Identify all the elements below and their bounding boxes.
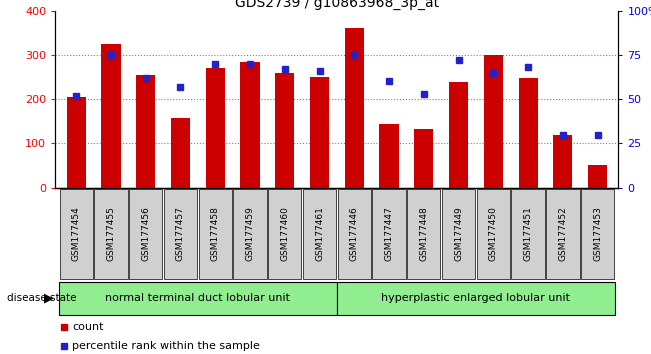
Text: GSM177452: GSM177452 bbox=[559, 206, 567, 261]
Bar bbox=[518, 78, 538, 188]
FancyBboxPatch shape bbox=[407, 189, 441, 279]
Bar bbox=[102, 44, 120, 188]
FancyBboxPatch shape bbox=[199, 189, 232, 279]
Text: GSM177446: GSM177446 bbox=[350, 206, 359, 261]
Text: count: count bbox=[72, 322, 104, 332]
FancyBboxPatch shape bbox=[581, 189, 615, 279]
FancyBboxPatch shape bbox=[59, 281, 337, 315]
Text: GSM177457: GSM177457 bbox=[176, 206, 185, 261]
Text: GSM177454: GSM177454 bbox=[72, 206, 81, 261]
Text: GSM177458: GSM177458 bbox=[211, 206, 220, 261]
Text: percentile rank within the sample: percentile rank within the sample bbox=[72, 341, 260, 351]
Text: GSM177450: GSM177450 bbox=[489, 206, 498, 261]
Bar bbox=[171, 118, 190, 188]
Text: GSM177461: GSM177461 bbox=[315, 206, 324, 261]
Bar bbox=[484, 55, 503, 188]
Text: normal terminal duct lobular unit: normal terminal duct lobular unit bbox=[105, 293, 290, 303]
FancyBboxPatch shape bbox=[338, 189, 371, 279]
FancyBboxPatch shape bbox=[59, 189, 93, 279]
Bar bbox=[310, 77, 329, 188]
Bar bbox=[240, 62, 260, 188]
FancyBboxPatch shape bbox=[268, 189, 301, 279]
Bar bbox=[414, 129, 434, 188]
Bar bbox=[345, 28, 364, 188]
Text: GSM177456: GSM177456 bbox=[141, 206, 150, 261]
Text: GSM177447: GSM177447 bbox=[385, 206, 394, 261]
Bar bbox=[275, 73, 294, 188]
Text: GSM177453: GSM177453 bbox=[593, 206, 602, 261]
Title: GDS2739 / g10863968_3p_at: GDS2739 / g10863968_3p_at bbox=[235, 0, 439, 10]
Bar bbox=[136, 75, 156, 188]
FancyBboxPatch shape bbox=[477, 189, 510, 279]
FancyBboxPatch shape bbox=[233, 189, 267, 279]
FancyBboxPatch shape bbox=[512, 189, 545, 279]
FancyBboxPatch shape bbox=[129, 189, 162, 279]
FancyBboxPatch shape bbox=[303, 189, 336, 279]
Bar bbox=[553, 135, 572, 188]
Text: ▶: ▶ bbox=[44, 292, 54, 305]
FancyBboxPatch shape bbox=[94, 189, 128, 279]
FancyBboxPatch shape bbox=[164, 189, 197, 279]
Text: hyperplastic enlarged lobular unit: hyperplastic enlarged lobular unit bbox=[381, 293, 570, 303]
Text: GSM177459: GSM177459 bbox=[245, 206, 255, 261]
Bar bbox=[380, 124, 398, 188]
Bar bbox=[206, 68, 225, 188]
Bar bbox=[588, 165, 607, 188]
Text: disease state: disease state bbox=[7, 293, 76, 303]
Text: GSM177448: GSM177448 bbox=[419, 206, 428, 261]
Text: GSM177455: GSM177455 bbox=[107, 206, 115, 261]
FancyBboxPatch shape bbox=[337, 281, 615, 315]
FancyBboxPatch shape bbox=[546, 189, 579, 279]
Bar bbox=[66, 97, 86, 188]
Text: GSM177451: GSM177451 bbox=[523, 206, 533, 261]
FancyBboxPatch shape bbox=[442, 189, 475, 279]
FancyBboxPatch shape bbox=[372, 189, 406, 279]
Text: GSM177449: GSM177449 bbox=[454, 206, 463, 261]
Bar bbox=[449, 82, 468, 188]
Text: GSM177460: GSM177460 bbox=[280, 206, 289, 261]
